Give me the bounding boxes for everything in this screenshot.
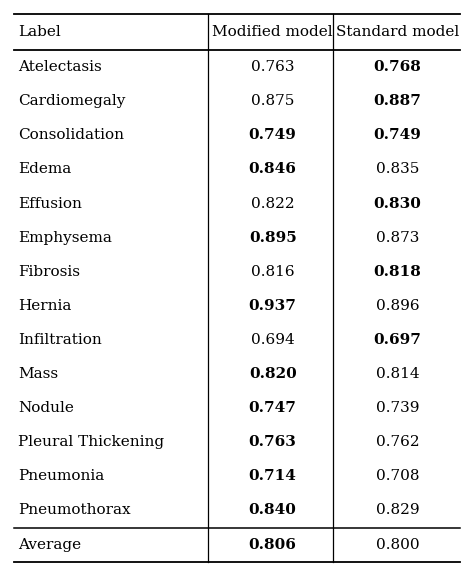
Text: 0.697: 0.697	[374, 333, 421, 347]
Text: 0.896: 0.896	[375, 299, 419, 313]
Text: Pneumonia: Pneumonia	[18, 469, 104, 483]
Text: Fibrosis: Fibrosis	[18, 265, 80, 279]
Text: Effusion: Effusion	[18, 196, 82, 211]
Text: 0.768: 0.768	[374, 60, 421, 74]
Text: 0.763: 0.763	[249, 435, 297, 449]
Text: Average: Average	[18, 537, 81, 552]
Text: Emphysema: Emphysema	[18, 230, 112, 245]
Text: 0.816: 0.816	[251, 265, 294, 279]
Text: Infiltration: Infiltration	[18, 333, 102, 347]
Text: 0.835: 0.835	[376, 162, 419, 176]
Text: 0.840: 0.840	[249, 503, 297, 517]
Text: Label: Label	[18, 25, 61, 39]
Text: Pneumothorax: Pneumothorax	[18, 503, 131, 517]
Text: 0.694: 0.694	[251, 333, 294, 347]
Text: 0.820: 0.820	[249, 367, 297, 381]
Text: Mass: Mass	[18, 367, 58, 381]
Text: 0.818: 0.818	[374, 265, 421, 279]
Text: 0.873: 0.873	[376, 230, 419, 245]
Text: 0.937: 0.937	[249, 299, 297, 313]
Text: Nodule: Nodule	[18, 401, 74, 415]
Text: Atelectasis: Atelectasis	[18, 60, 102, 74]
Text: 0.749: 0.749	[249, 128, 297, 142]
Text: 0.800: 0.800	[375, 537, 419, 552]
Text: 0.875: 0.875	[251, 94, 294, 108]
Text: 0.749: 0.749	[374, 128, 421, 142]
Text: 0.829: 0.829	[375, 503, 419, 517]
Text: 0.822: 0.822	[251, 196, 294, 211]
Text: 0.763: 0.763	[251, 60, 294, 74]
Text: 0.762: 0.762	[375, 435, 419, 449]
Text: Edema: Edema	[18, 162, 71, 176]
Text: 0.895: 0.895	[249, 230, 297, 245]
Text: Cardiomegaly: Cardiomegaly	[18, 94, 126, 108]
Text: 0.714: 0.714	[249, 469, 297, 483]
Text: 0.814: 0.814	[375, 367, 419, 381]
Text: 0.747: 0.747	[249, 401, 297, 415]
Text: 0.846: 0.846	[249, 162, 297, 176]
Text: 0.806: 0.806	[249, 537, 297, 552]
Text: Modified model: Modified model	[212, 25, 333, 39]
Text: Standard model: Standard model	[336, 25, 459, 39]
Text: 0.739: 0.739	[376, 401, 419, 415]
Text: 0.708: 0.708	[376, 469, 419, 483]
Text: 0.830: 0.830	[374, 196, 421, 211]
Text: Pleural Thickening: Pleural Thickening	[18, 435, 164, 449]
Text: Consolidation: Consolidation	[18, 128, 124, 142]
Text: 0.887: 0.887	[374, 94, 421, 108]
Text: Hernia: Hernia	[18, 299, 72, 313]
